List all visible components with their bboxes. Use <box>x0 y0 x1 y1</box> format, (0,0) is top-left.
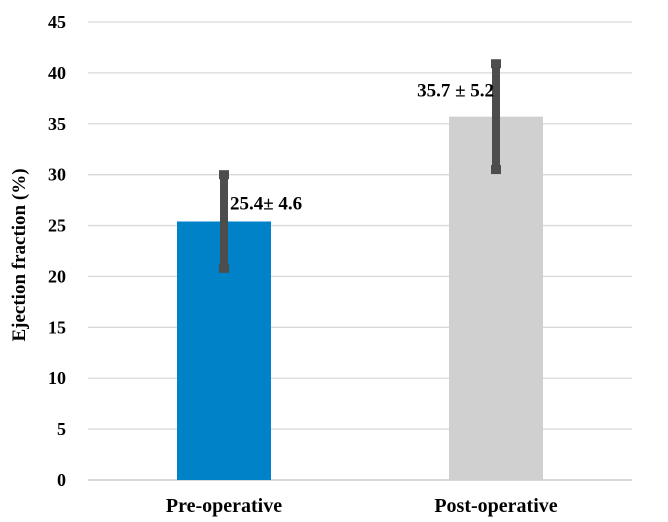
bar-post-operative <box>449 116 543 481</box>
y-tick-label: 45 <box>48 12 66 32</box>
y-tick-label: 25 <box>48 216 66 236</box>
data-label: 25.4± 4.6 <box>230 193 302 214</box>
error-bars <box>219 59 501 273</box>
y-tick-label: 40 <box>48 63 66 83</box>
y-tick-label: 35 <box>48 114 66 134</box>
y-axis-label: Ejection fraction (%) <box>9 168 30 341</box>
labels: 0 5 10 15 20 25 30 35 40 45 Pre-operative 25.4± 4.6… <box>48 12 558 517</box>
y-tick-label: 30 <box>48 165 66 185</box>
y-tick-label: 0 <box>57 470 66 490</box>
gridlines <box>88 21 632 481</box>
y-tick-label: 15 <box>48 317 66 337</box>
bars <box>177 116 543 481</box>
category-label: Post-operative <box>434 495 557 517</box>
category-label: Pre-operative <box>166 495 282 517</box>
y-tick-label: 10 <box>48 368 66 388</box>
y-tick-label: 5 <box>57 419 66 439</box>
y-tick-label: 20 <box>48 266 66 286</box>
data-label: 35.7 ± 5.2 <box>417 81 494 102</box>
